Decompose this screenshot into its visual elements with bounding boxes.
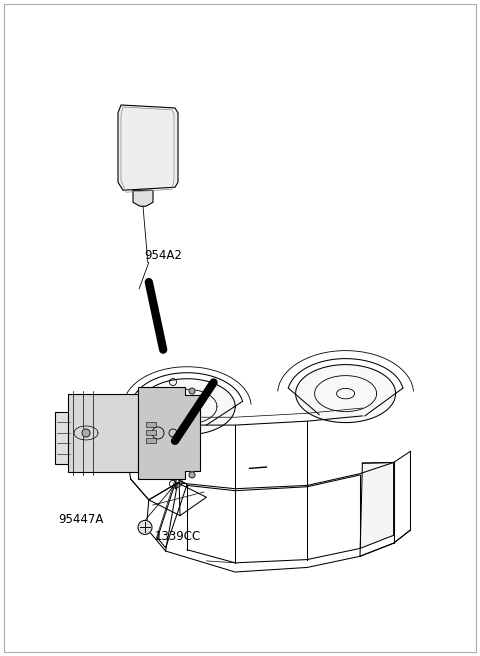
Circle shape — [189, 388, 195, 394]
Text: 954A2: 954A2 — [144, 249, 182, 262]
Polygon shape — [138, 387, 200, 479]
Text: 1339CC: 1339CC — [155, 530, 201, 543]
Polygon shape — [139, 379, 235, 435]
Polygon shape — [296, 365, 396, 422]
Polygon shape — [118, 105, 178, 190]
Bar — [146, 430, 156, 436]
Polygon shape — [133, 190, 153, 206]
Polygon shape — [360, 462, 394, 548]
Circle shape — [82, 429, 90, 437]
Bar — [68, 394, 138, 472]
Bar — [146, 422, 156, 428]
Bar — [146, 438, 156, 443]
Circle shape — [189, 472, 195, 478]
Text: 95447A: 95447A — [58, 513, 103, 526]
Bar — [55, 412, 72, 464]
Circle shape — [138, 520, 152, 535]
